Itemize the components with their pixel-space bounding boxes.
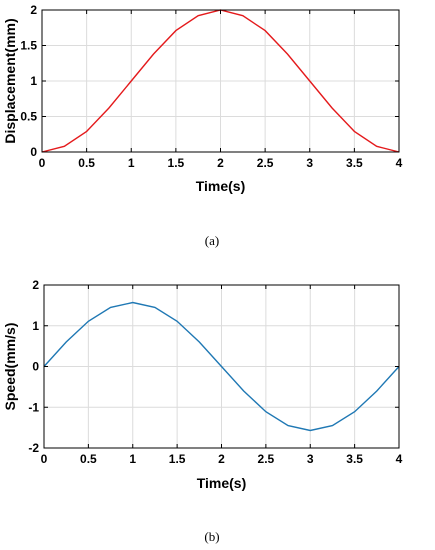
y-tick-label: 0 bbox=[30, 145, 37, 159]
y-axis-label: Displacement(mm) bbox=[2, 18, 18, 143]
x-tick-label: 2.5 bbox=[258, 452, 275, 466]
x-tick-label: 4 bbox=[396, 452, 403, 466]
x-tick-label: 4 bbox=[396, 156, 403, 170]
y-tick-label: 2 bbox=[32, 278, 39, 292]
series-line-0 bbox=[43, 301, 400, 432]
y-tick-label: 2 bbox=[30, 3, 37, 17]
y-tick-label: 0 bbox=[32, 360, 39, 374]
y-tick-label: 1 bbox=[32, 319, 39, 333]
x-tick-label: 3.5 bbox=[346, 452, 363, 466]
figure-caption: (a) bbox=[205, 233, 219, 248]
x-tick-label: 0 bbox=[41, 452, 48, 466]
x-tick-label: 3.5 bbox=[346, 156, 363, 170]
speed-chart: 0 0.5 1 1.5 2 2.5 3 3.5 4 -2 -1 0 1 2 Time(s) Speed(mm/… bbox=[2, 278, 403, 544]
displacement-chart: 0 0.5 1 1.5 2 2.5 3 3.5 4 0 0.5 1 1.5 2 Time(s) Displac… bbox=[2, 3, 403, 248]
figure-caption: (b) bbox=[204, 529, 219, 544]
x-tick-label: 1 bbox=[128, 156, 135, 170]
y-tick-label: -1 bbox=[28, 400, 39, 414]
x-tick-label: 3 bbox=[306, 156, 313, 170]
x-tick-label: 2.5 bbox=[257, 156, 274, 170]
x-tick-label: 0 bbox=[39, 156, 46, 170]
x-axis-label: Time(s) bbox=[197, 475, 247, 491]
x-axis-label: Time(s) bbox=[196, 178, 246, 194]
x-tick-label: 1 bbox=[129, 452, 136, 466]
y-tick-label: 0.5 bbox=[20, 110, 37, 124]
x-tick-label: 2 bbox=[217, 156, 224, 170]
x-tick-label: 1.5 bbox=[168, 156, 185, 170]
y-axis-label: Speed(mm/s) bbox=[2, 323, 18, 411]
x-tick-label: 2 bbox=[218, 452, 225, 466]
y-tick-label: 1 bbox=[30, 74, 37, 88]
y-tick-label: 1.5 bbox=[20, 39, 37, 53]
x-tick-label: 0.5 bbox=[80, 452, 97, 466]
y-tick-label: -2 bbox=[28, 441, 39, 455]
x-tick-label: 3 bbox=[307, 452, 314, 466]
x-tick-label: 0.5 bbox=[78, 156, 95, 170]
x-tick-label: 1.5 bbox=[169, 452, 186, 466]
